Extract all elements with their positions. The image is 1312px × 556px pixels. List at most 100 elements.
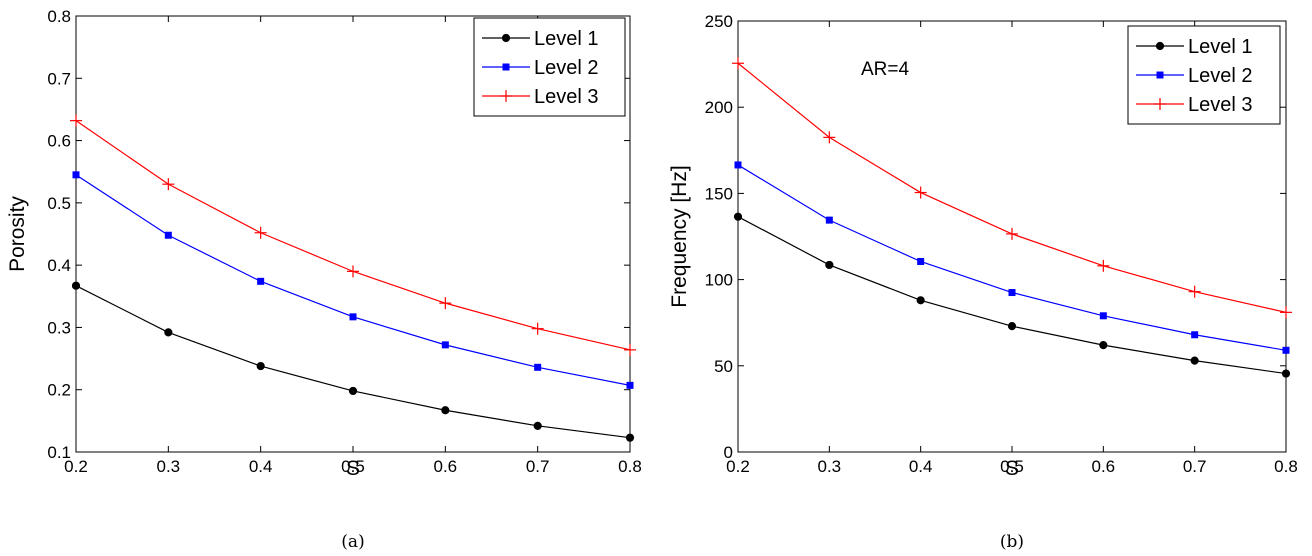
data-point xyxy=(1281,369,1291,378)
y-tick-label: 200 xyxy=(705,98,733,117)
data-point xyxy=(916,296,925,305)
data-point xyxy=(732,57,744,70)
data-point xyxy=(164,328,173,337)
x-tick-label: 0.2 xyxy=(64,457,88,476)
y-axis-label: Porosity xyxy=(6,196,29,272)
data-point xyxy=(1280,306,1292,319)
x-tick-label: 0.2 xyxy=(726,457,750,476)
data-point xyxy=(1099,312,1107,320)
data-point xyxy=(531,322,544,335)
x-tick-label: 0.8 xyxy=(1274,457,1298,476)
y-tick-label: 250 xyxy=(705,12,733,31)
legend-marker xyxy=(502,63,510,71)
legend-label: Level 1 xyxy=(534,28,599,50)
data-point xyxy=(254,226,267,239)
x-tick-label: 0.5 xyxy=(341,457,365,476)
data-point xyxy=(164,231,172,239)
y-tick-label: 0.4 xyxy=(47,256,71,275)
legend: Level 1 Level 2 Level 3 xyxy=(1127,25,1281,125)
data-point xyxy=(72,171,80,179)
x-tick-label: 0.6 xyxy=(434,457,458,476)
porosity-chart: 0.2 0.3 0.4 0.5 0.6 0.7 0.80.10.20.30.40.50.60… xyxy=(6,7,642,552)
series-line xyxy=(75,285,631,439)
series-level-2 xyxy=(734,161,1290,354)
data-point xyxy=(1099,341,1108,350)
data-point xyxy=(825,216,833,224)
x-tick-label: 0.7 xyxy=(526,457,550,476)
legend-label: Level 1 xyxy=(1188,36,1253,58)
annotation-text: AR=4 xyxy=(861,59,909,80)
data-point xyxy=(439,297,452,310)
data-point xyxy=(441,341,449,349)
data-point xyxy=(162,178,175,191)
y-tick-label: 0.1 xyxy=(47,443,71,462)
data-point xyxy=(441,406,450,415)
series-level-2 xyxy=(72,171,634,389)
data-point xyxy=(734,161,742,169)
subfigure-caption: (a) xyxy=(341,532,364,552)
data-point xyxy=(625,433,635,442)
y-tick-label: 0.6 xyxy=(47,132,71,151)
data-point xyxy=(626,381,634,389)
data-point xyxy=(1008,289,1016,297)
y-tick-label: 150 xyxy=(705,184,733,203)
legend-label: Level 3 xyxy=(534,86,599,108)
y-tick-label: 0 xyxy=(724,443,733,462)
data-point xyxy=(1097,259,1110,272)
subfigure-caption: (b) xyxy=(1000,532,1024,552)
legend-marker xyxy=(1154,98,1166,110)
legend-label: Level 2 xyxy=(534,57,599,79)
legend-label: Level 2 xyxy=(1188,65,1253,87)
x-tick-label: 0.7 xyxy=(1183,457,1207,476)
data-point xyxy=(534,363,542,371)
x-tick-label: 0.4 xyxy=(249,457,273,476)
series-level-1 xyxy=(71,281,635,442)
x-tick-label: 0.3 xyxy=(818,457,842,476)
data-point xyxy=(349,313,357,321)
y-tick-label: 0.5 xyxy=(47,194,71,213)
legend: Level 1 Level 2 Level 3 xyxy=(473,17,626,117)
frequency-chart: 0.2 0.3 0.4 0.5 0.6 0.7 0.8 0 50 100 150 200 250 S Fre… xyxy=(668,12,1298,552)
data-point xyxy=(1188,285,1201,298)
series-level-3 xyxy=(70,114,636,356)
y-tick-label: 100 xyxy=(705,271,733,290)
data-point xyxy=(823,131,836,144)
series-level-1 xyxy=(733,212,1291,378)
data-point xyxy=(825,260,834,270)
legend-label: Level 3 xyxy=(1188,94,1253,116)
series-level-3 xyxy=(732,57,1292,319)
data-point xyxy=(1006,227,1018,240)
data-point xyxy=(1190,356,1199,365)
y-tick-label: 0.2 xyxy=(47,381,71,400)
data-point xyxy=(1191,331,1199,339)
y-tick-label: 0.3 xyxy=(47,318,71,337)
data-point xyxy=(1282,346,1290,354)
data-point xyxy=(533,421,542,430)
x-tick-label: 0.4 xyxy=(909,457,933,476)
data-point xyxy=(70,114,82,127)
data-point xyxy=(71,281,81,290)
legend-marker xyxy=(1155,41,1165,51)
data-point xyxy=(347,265,359,278)
series-line xyxy=(75,174,631,386)
x-tick-label: 0.5 xyxy=(1000,457,1024,476)
data-point xyxy=(917,257,925,265)
data-point xyxy=(256,361,265,371)
data-point xyxy=(914,186,927,199)
x-axis-label: S xyxy=(1005,457,1019,480)
x-tick-label: 0.8 xyxy=(618,457,642,476)
legend-marker xyxy=(1156,71,1164,79)
data-point xyxy=(257,277,265,285)
data-point xyxy=(624,343,636,356)
data-point xyxy=(1007,322,1017,331)
legend-marker xyxy=(501,33,511,43)
y-tick-label: 50 xyxy=(714,357,733,376)
y-tick-label: 0.8 xyxy=(47,7,71,26)
x-axis-label: S xyxy=(346,457,360,480)
legend-marker xyxy=(500,90,512,102)
y-tick-label: 0.7 xyxy=(47,69,71,88)
y-axis-label: Frequency [Hz] xyxy=(668,165,691,307)
data-point xyxy=(733,212,743,221)
x-tick-label: 0.3 xyxy=(157,457,181,476)
